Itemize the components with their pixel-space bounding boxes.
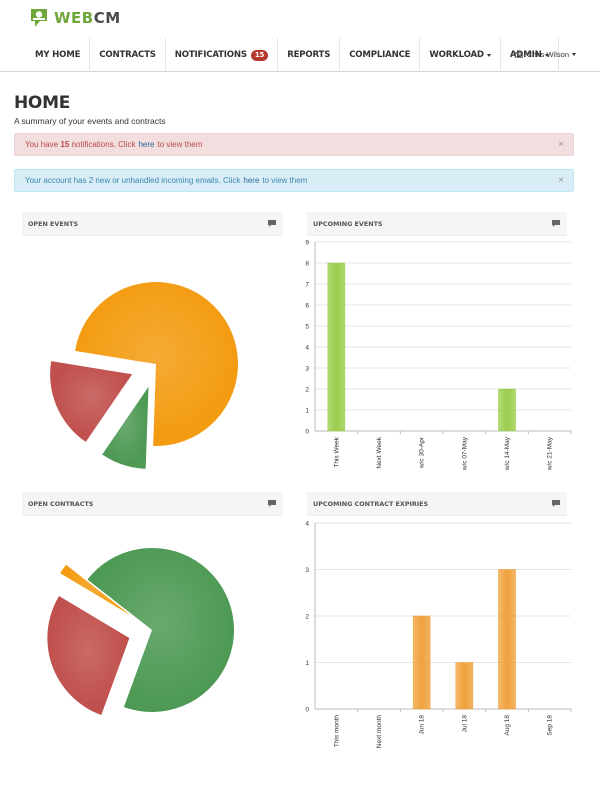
main-nav: My Home Contracts Notifications 15 Report… [24, 38, 559, 72]
alert-text-prefix: You have [25, 140, 59, 149]
panel-header-open-events: Open Events [22, 212, 283, 236]
panel-title: Open Contracts [28, 499, 94, 508]
user-menu[interactable]: Chris Wilson [515, 50, 576, 59]
view-notifications-link[interactable]: here [138, 140, 155, 149]
caret-down-icon [486, 53, 491, 57]
panel-title: Upcoming Contract Expiries [313, 499, 429, 508]
alert-count: 15 [60, 140, 70, 149]
y-tick-label: 1 [305, 408, 309, 415]
logo-icon [31, 9, 47, 27]
pie-slice[interactable] [50, 361, 133, 442]
pie-slice[interactable] [102, 386, 149, 469]
alert-text-suffix: to view them [262, 176, 308, 185]
logo-text-web: WEB [54, 9, 94, 27]
y-tick-label: 2 [305, 614, 309, 621]
x-tick-label: w/c 21-May [547, 436, 554, 471]
y-tick-label: 4 [305, 521, 309, 528]
panel-header-upcoming-contract-expiries: Upcoming Contract Expiries [307, 492, 567, 516]
pie-slice[interactable] [75, 282, 238, 446]
logo-text-cm: CM [93, 9, 121, 27]
page-title: HOME [14, 93, 71, 113]
webcm-logo[interactable]: WEBCM [28, 6, 121, 30]
comment-icon[interactable] [267, 219, 277, 228]
y-tick-label: 7 [305, 282, 309, 289]
x-tick-label: This month [333, 715, 340, 748]
upcoming-events-bar-chart: 0 1 2 3 4 5 6 7 8 9 This Week Next Week w/c 30-Apr w/… [305, 240, 572, 471]
panel-title: Open Events [28, 219, 79, 228]
upcoming-contract-expiries-bar-chart: 0 1 2 3 4 This month Next month Jun 18 Jul 18 Aug… [305, 521, 572, 749]
alert-text-suffix: to view them [157, 140, 203, 149]
close-icon[interactable]: × [558, 139, 564, 150]
user-name: Chris Wilson [526, 50, 569, 59]
nav-notifications-label: Notifications [174, 50, 247, 60]
bar[interactable] [498, 569, 516, 710]
notifications-alert: You have 15 notifications. Click here to… [14, 133, 574, 156]
x-tick-label: Jun 18 [419, 715, 426, 735]
notifications-count-badge: 15 [250, 49, 269, 61]
pie-slice[interactable] [60, 564, 131, 616]
x-tick-label: This Week [333, 436, 340, 467]
nav-admin-label: Admin [509, 50, 542, 60]
y-tick-label: 3 [305, 366, 309, 373]
page-subtitle: A summary of your events and contracts [14, 116, 166, 126]
panel-header-open-contracts: Open Contracts [22, 492, 283, 516]
nav-admin[interactable]: Admin [499, 38, 559, 72]
bar[interactable] [498, 388, 516, 432]
y-tick-label: 1 [305, 660, 309, 667]
top-navbar: WEBCM My Home Contracts Notifications 15 … [0, 0, 600, 72]
pie-slice[interactable] [47, 595, 130, 716]
bar[interactable] [327, 262, 346, 432]
y-tick-label: 0 [305, 429, 309, 436]
y-tick-label: 8 [305, 261, 309, 268]
open-contracts-pie-chart [47, 548, 235, 716]
bar[interactable] [412, 615, 431, 710]
nav-notifications[interactable]: Notifications 15 [164, 38, 277, 72]
x-tick-label: Aug 18 [504, 715, 511, 736]
x-tick-label: w/c 30-Apr [419, 436, 426, 469]
y-tick-label: 4 [305, 345, 309, 352]
close-icon[interactable]: × [558, 175, 564, 186]
x-tick-label: Jul 18 [461, 715, 468, 733]
nav-compliance-label: Compliance [349, 50, 411, 60]
nav-compliance[interactable]: Compliance [339, 38, 419, 72]
y-tick-label: 2 [305, 387, 309, 394]
comment-icon[interactable] [267, 499, 277, 508]
x-tick-label: w/c 07-May [461, 436, 468, 471]
x-tick-label: Next month [376, 715, 383, 749]
bar[interactable] [455, 662, 474, 710]
comment-icon[interactable] [551, 219, 561, 228]
x-tick-label: Next Week [376, 436, 383, 468]
nav-my-home-label: My Home [35, 50, 81, 60]
y-tick-label: 9 [305, 240, 309, 247]
y-tick-label: 0 [305, 707, 309, 714]
pie-slice[interactable] [87, 548, 235, 712]
y-tick-label: 6 [305, 303, 309, 310]
comment-icon[interactable] [551, 499, 561, 508]
panel-title: Upcoming Events [313, 219, 383, 228]
nav-contracts[interactable]: Contracts [89, 38, 165, 72]
caret-down-icon [572, 53, 576, 56]
nav-contracts-label: Contracts [99, 50, 156, 60]
open-events-pie-chart [50, 282, 238, 469]
nav-workload-label: Workload [429, 50, 484, 60]
emails-alert: Your account has 2 new or unhandled inco… [14, 169, 574, 192]
view-emails-link[interactable]: here [243, 176, 260, 185]
alert-text-middle: notifications. Click [71, 140, 136, 149]
x-tick-label: Sep 18 [547, 715, 554, 736]
x-tick-label: w/c 14-May [504, 436, 511, 471]
y-tick-label: 5 [305, 324, 309, 331]
y-tick-label: 3 [305, 567, 309, 574]
caret-down-icon [544, 53, 549, 57]
envelope-icon [515, 51, 523, 58]
panel-header-upcoming-events: Upcoming Events [307, 212, 567, 236]
nav-my-home[interactable]: My Home [24, 38, 89, 72]
nav-reports-label: Reports [287, 50, 331, 60]
nav-reports[interactable]: Reports [277, 38, 339, 72]
alert-text-prefix: Your account has 2 new or unhandled inco… [25, 176, 241, 185]
nav-workload[interactable]: Workload [419, 38, 500, 72]
